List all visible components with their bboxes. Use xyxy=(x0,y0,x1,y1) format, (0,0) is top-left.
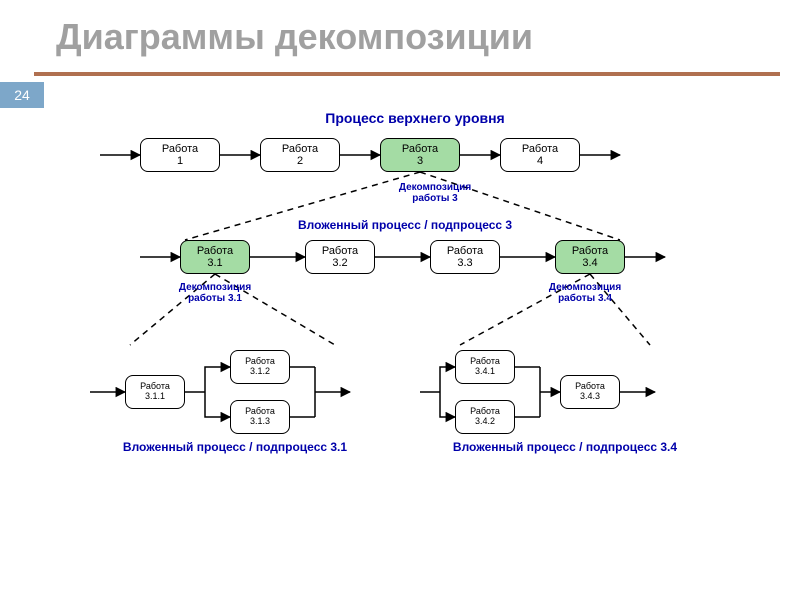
node-w3: Работа3 xyxy=(380,138,460,172)
cap-dec31: Декомпозиция работы 3.1 xyxy=(160,282,270,304)
node-w31: Работа3.1 xyxy=(180,240,250,274)
node-w343: Работа3.4.3 xyxy=(560,375,620,409)
node-w312: Работа3.1.2 xyxy=(230,350,290,384)
page-number-badge: 24 xyxy=(0,82,44,108)
node-w313: Работа3.1.3 xyxy=(230,400,290,434)
node-w33: Работа3.3 xyxy=(430,240,500,274)
node-w342: Работа3.4.2 xyxy=(455,400,515,434)
diagram-connectors xyxy=(80,110,720,540)
cap-sub34: Вложенный процесс / подпроцесс 3.4 xyxy=(430,440,700,454)
page-title: Диаграммы декомпозиции xyxy=(56,16,533,58)
cap-dec34: Декомпозиция работы 3.4 xyxy=(530,282,640,304)
node-w341: Работа3.4.1 xyxy=(455,350,515,384)
node-w32: Работа3.2 xyxy=(305,240,375,274)
cap-dec3: Декомпозиция работы 3 xyxy=(380,182,490,204)
decomposition-diagram: Работа1 Работа2 Работа3 Работа4 Работа3.1 Раб… xyxy=(80,110,720,540)
cap-sub31: Вложенный процесс / подпроцесс 3.1 xyxy=(100,440,370,454)
cap-sub3: Вложенный процесс / подпроцесс 3 xyxy=(275,218,535,232)
node-w34: Работа3.4 xyxy=(555,240,625,274)
node-w4: Работа4 xyxy=(500,138,580,172)
title-rule xyxy=(34,72,780,76)
node-w1: Работа1 xyxy=(140,138,220,172)
node-w311: Работа3.1.1 xyxy=(125,375,185,409)
node-w2: Работа2 xyxy=(260,138,340,172)
cap-top: Процесс верхнего уровня xyxy=(305,110,525,126)
